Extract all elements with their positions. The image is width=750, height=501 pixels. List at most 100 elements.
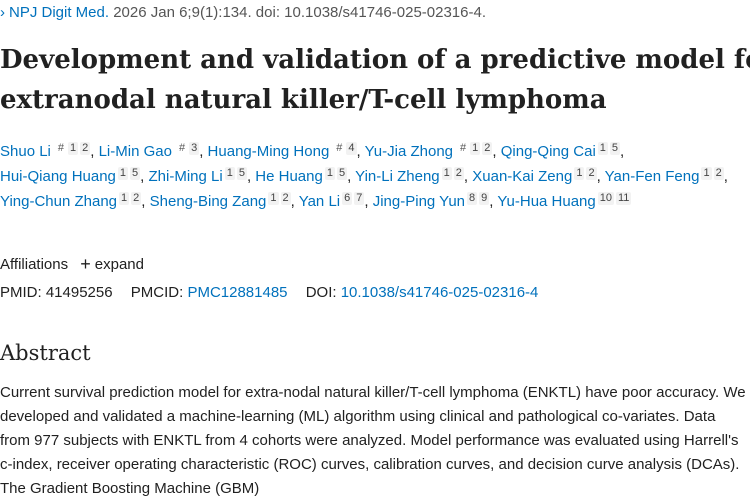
author-link[interactable]: Li-Min Gao	[98, 143, 172, 160]
title-line-2: extranodal natural killer/T-cell lymphom…	[0, 85, 607, 115]
abstract-text: Current survival prediction model for ex…	[0, 384, 746, 497]
equal-contrib-marker: #	[460, 142, 467, 154]
author-link[interactable]: Huang-Ming Hong	[207, 143, 330, 160]
affiliation-ref[interactable]: 5	[130, 167, 141, 180]
pmid-label: PMID:	[0, 284, 42, 301]
pmcid-label: PMCID:	[130, 284, 184, 301]
affiliation-ref[interactable]: 2	[586, 167, 597, 180]
author-separator: ,	[356, 143, 361, 160]
author-item: Zhi-Ming Li 1 5,	[148, 167, 252, 185]
affiliation-ref[interactable]: 2	[482, 142, 493, 155]
affiliations-label: Affiliations	[0, 256, 69, 273]
author-link[interactable]: Zhi-Ming Li	[148, 168, 223, 185]
author-separator: ,	[290, 193, 295, 210]
affiliation-ref[interactable]: 4	[346, 142, 357, 155]
affiliation-ref[interactable]: 1	[268, 192, 279, 205]
affiliation-ref[interactable]: 6	[342, 192, 353, 205]
chevron-right-icon[interactable]: ›	[0, 4, 5, 21]
affiliation-ref[interactable]: 1	[441, 167, 452, 180]
author-item: Yu-Jia Zhong #1 2,	[364, 142, 497, 160]
author-separator: ,	[463, 168, 469, 185]
author-link[interactable]: Jing-Ping Yun	[372, 193, 466, 210]
author-item: Yan-Fen Feng 1 2,	[604, 167, 728, 185]
author-item: Li-Min Gao #3,	[98, 142, 204, 160]
equal-contrib-marker: #	[57, 142, 64, 154]
affiliation-ref[interactable]: 1	[68, 142, 79, 155]
affiliation-ref[interactable]: 1	[470, 142, 481, 155]
author-item: Yu-Hua Huang 10 11	[497, 192, 632, 210]
author-item: Hui-Qiang Huang 1 5,	[0, 167, 145, 185]
affiliation-ref[interactable]: 2	[453, 167, 464, 180]
abstract-heading: Abstract	[0, 341, 91, 365]
author-link[interactable]: Yan-Fen Feng	[604, 168, 700, 185]
affiliation-ref[interactable]: 8	[467, 192, 478, 205]
doi-label: DOI:	[305, 284, 337, 301]
author-separator: ,	[141, 193, 146, 210]
equal-contrib-marker: #	[336, 142, 343, 154]
expand-affiliations-button[interactable]: + expand	[80, 254, 144, 274]
identifiers-row: PMID: 41495256 PMCID: PMC12881485 DOI: 1…	[0, 283, 538, 303]
article-title: Development and validation of a predicti…	[0, 40, 750, 120]
affiliation-ref[interactable]: 1	[597, 142, 608, 155]
author-link[interactable]: Ying-Chun Zhang	[0, 193, 118, 210]
expand-label: expand	[94, 256, 144, 273]
pmcid-link[interactable]: PMC12881485	[187, 284, 288, 301]
author-item: Yin-Li Zheng 1 2,	[355, 167, 469, 185]
affiliation-ref[interactable]: 2	[80, 142, 91, 155]
affiliation-ref[interactable]: 2	[131, 192, 142, 205]
affiliation-ref[interactable]: 1	[117, 167, 129, 180]
author-item: Sheng-Bing Zang 1 2,	[149, 192, 295, 210]
affiliation-ref[interactable]: 9	[479, 192, 490, 205]
author-item: Qing-Qing Cai 1 5,	[500, 142, 624, 160]
affiliation-ref[interactable]: 1	[324, 167, 335, 180]
author-item: Xuan-Kai Zeng 1 2,	[472, 167, 601, 185]
author-link[interactable]: Yin-Li Zheng	[355, 168, 440, 185]
affiliation-ref[interactable]: 10	[597, 192, 614, 205]
author-separator: ,	[246, 168, 252, 185]
author-item: Ying-Chun Zhang 1 2,	[0, 192, 146, 210]
author-link[interactable]: Yan Li	[298, 193, 341, 210]
affiliation-ref[interactable]: 7	[354, 192, 365, 205]
author-item: Huang-Ming Hong #4,	[207, 142, 361, 160]
author-link[interactable]: Xuan-Kai Zeng	[472, 168, 573, 185]
journal-link[interactable]: NPJ Digit Med.	[9, 4, 110, 21]
doi-link[interactable]: 10.1038/s41746-025-02316-4	[340, 284, 539, 301]
title-line-1: Development and validation of a predicti…	[0, 45, 750, 75]
author-link[interactable]: Qing-Qing Cai	[500, 143, 596, 160]
author-link[interactable]: Sheng-Bing Zang	[149, 193, 267, 210]
author-link[interactable]: Yu-Jia Zhong	[364, 143, 454, 160]
author-separator: ,	[492, 143, 497, 160]
pmid-value: 41495256	[45, 284, 113, 301]
author-separator: ,	[140, 168, 145, 185]
author-separator: ,	[596, 168, 601, 185]
author-separator: ,	[347, 168, 352, 185]
citation-line: › NPJ Digit Med. 2026 Jan 6;9(1):134. doi…	[0, 3, 486, 23]
affiliation-ref[interactable]: 2	[713, 167, 724, 180]
author-link[interactable]: Shuo Li	[0, 143, 51, 160]
affiliations-row: Affiliations + expand	[0, 254, 144, 275]
affiliation-ref[interactable]: 2	[280, 192, 291, 205]
equal-contrib-marker: #	[178, 142, 186, 154]
plus-icon: +	[80, 254, 91, 274]
affiliation-ref[interactable]: 3	[189, 142, 200, 155]
affiliation-ref[interactable]: 5	[609, 142, 621, 155]
affiliation-ref[interactable]: 1	[119, 192, 130, 205]
affiliation-ref[interactable]: 5	[236, 167, 247, 180]
affiliation-ref[interactable]: 11	[616, 192, 632, 205]
author-link[interactable]: Yu-Hua Huang	[497, 193, 596, 210]
author-separator: ,	[723, 168, 728, 185]
author-separator: ,	[90, 143, 95, 160]
author-list: Shuo Li #1 2, Li-Min Gao #3, Huang-Ming Hon…	[0, 139, 750, 214]
author-item: Shuo Li #1 2,	[0, 142, 95, 160]
author-link[interactable]: He Huang	[255, 168, 323, 185]
author-separator: ,	[489, 193, 494, 210]
author-item: He Huang 1 5,	[255, 167, 352, 185]
citation-details: 2026 Jan 6;9(1):134. doi: 10.1038/s41746…	[113, 4, 486, 21]
author-separator: ,	[199, 143, 204, 160]
author-item: Jing-Ping Yun 8 9,	[372, 192, 494, 210]
affiliation-ref[interactable]: 1	[224, 167, 235, 180]
author-link[interactable]: Hui-Qiang Huang	[0, 168, 116, 185]
affiliation-ref[interactable]: 1	[701, 167, 712, 180]
affiliation-ref[interactable]: 1	[574, 167, 585, 180]
affiliation-ref[interactable]: 5	[336, 167, 348, 180]
